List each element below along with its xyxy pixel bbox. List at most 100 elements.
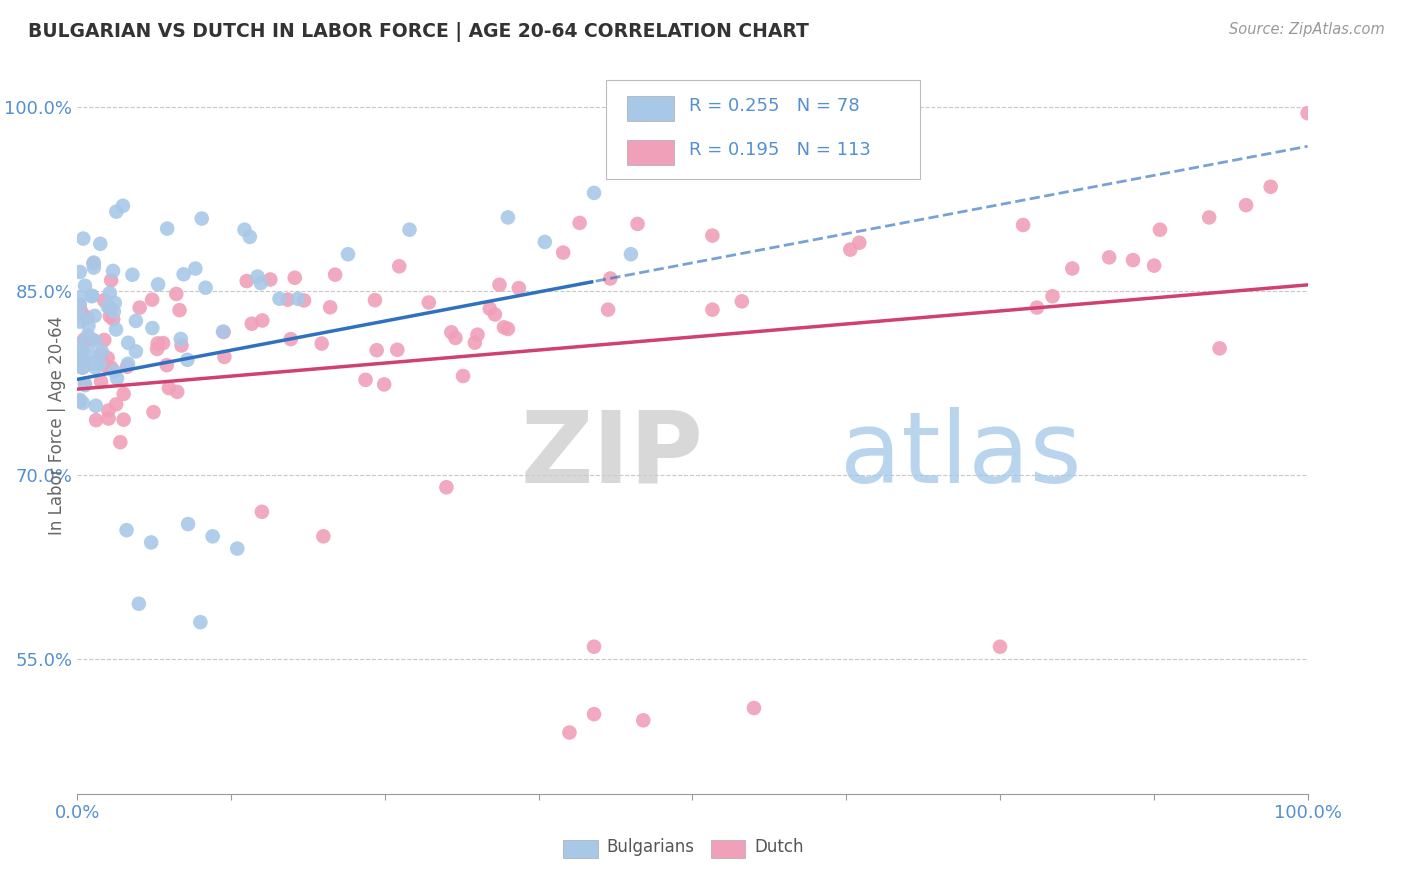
Point [97, 351, 120, 365]
Point [77, 318, 100, 333]
Point [1149, 222, 1171, 236]
Point [141, 293, 163, 307]
Point [233, 223, 256, 237]
Point [84, 360, 107, 375]
Point [246, 269, 269, 284]
Bar [711, 839, 745, 858]
Point [110, 435, 132, 450]
Point [364, 293, 387, 307]
Point [558, 725, 581, 739]
Point [105, 204, 128, 219]
Point [121, 268, 143, 282]
Point [252, 313, 274, 327]
FancyBboxPatch shape [606, 80, 920, 179]
Point [398, 222, 420, 236]
Point [387, 343, 409, 357]
Point [464, 335, 486, 350]
Point [84, 413, 107, 427]
Point [146, 342, 169, 356]
Point [780, 149, 803, 163]
Point [69, 299, 91, 313]
Point [112, 387, 135, 401]
Point [69, 355, 91, 369]
Point [492, 320, 515, 334]
Point [212, 325, 235, 339]
Bar [564, 839, 598, 858]
Point [73, 278, 96, 293]
Bar [627, 95, 673, 120]
Point [484, 308, 506, 322]
Point [194, 281, 217, 295]
Text: R = 0.255   N = 78: R = 0.255 N = 78 [689, 97, 859, 115]
Point [72, 396, 94, 410]
Point [508, 281, 530, 295]
Point [90, 375, 112, 389]
Point [69, 310, 91, 324]
Point [839, 243, 862, 257]
Point [141, 535, 163, 549]
Point [80, 333, 103, 347]
Point [69, 337, 91, 351]
Point [478, 301, 501, 316]
Point [75, 378, 97, 392]
Point [125, 314, 148, 328]
Point [82, 356, 104, 370]
Point [69, 350, 91, 364]
Point [319, 300, 342, 314]
Point [76, 310, 98, 325]
Point [105, 371, 128, 385]
Point [418, 295, 440, 310]
Point [103, 312, 125, 326]
Point [142, 405, 165, 419]
Point [337, 247, 360, 261]
Point [496, 322, 519, 336]
Point [1042, 289, 1064, 303]
Point [277, 293, 299, 307]
Point [76, 328, 98, 343]
Point [848, 235, 870, 250]
Point [599, 271, 621, 285]
Point [166, 384, 188, 399]
Point [97, 299, 120, 313]
Point [128, 301, 150, 315]
Point [177, 517, 200, 532]
Point [742, 701, 765, 715]
Point [287, 292, 309, 306]
Point [157, 381, 180, 395]
Point [91, 344, 114, 359]
Point [69, 315, 91, 329]
Point [69, 344, 91, 359]
Point [596, 302, 619, 317]
Point [170, 338, 193, 352]
Point [70, 353, 93, 368]
Text: atlas: atlas [841, 407, 1081, 504]
Point [1062, 261, 1084, 276]
Point [176, 352, 198, 367]
Point [152, 336, 174, 351]
Point [1208, 342, 1230, 356]
Point [72, 360, 94, 375]
Point [141, 321, 163, 335]
Point [125, 344, 148, 359]
Point [212, 325, 235, 339]
Point [239, 230, 262, 244]
Point [72, 360, 94, 375]
Point [583, 186, 606, 200]
Point [249, 276, 271, 290]
Point [451, 369, 474, 384]
Point [70, 344, 93, 359]
Point [156, 358, 179, 372]
Point [84, 334, 107, 348]
Point [568, 216, 591, 230]
Point [82, 289, 104, 303]
Point [90, 348, 112, 362]
Point [354, 373, 377, 387]
Point [702, 302, 724, 317]
Point [156, 221, 179, 235]
Point [184, 261, 207, 276]
Point [190, 211, 212, 226]
Point [128, 597, 150, 611]
Text: BULGARIAN VS DUTCH IN LABOR FORCE | AGE 20-64 CORRELATION CHART: BULGARIAN VS DUTCH IN LABOR FORCE | AGE … [28, 22, 808, 42]
Point [89, 357, 111, 371]
Point [97, 403, 120, 417]
